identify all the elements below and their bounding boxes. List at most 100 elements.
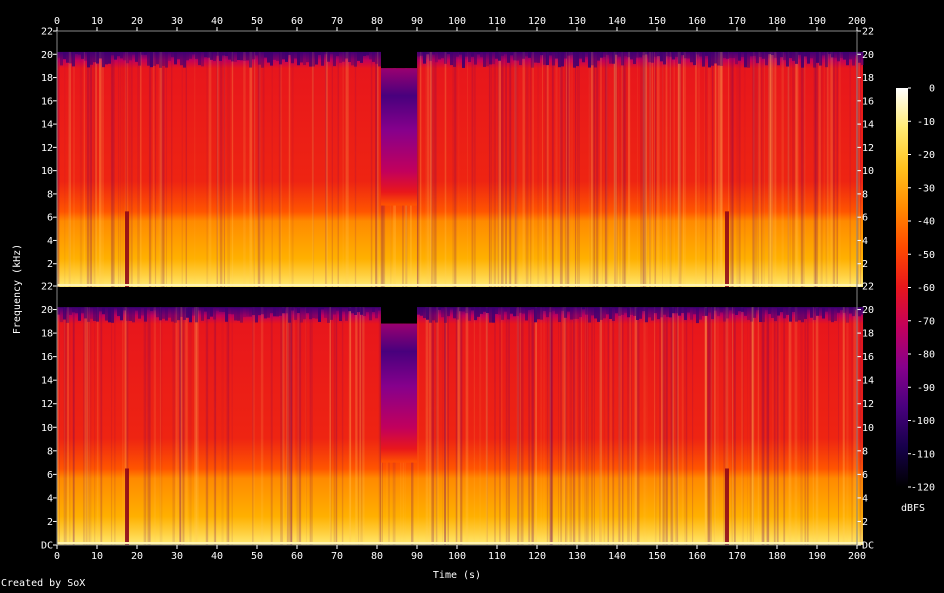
top-edge-noise xyxy=(801,307,804,323)
top-edge-noise xyxy=(294,307,297,320)
y-tick-label-right: DC xyxy=(862,541,874,552)
top-edge-noise xyxy=(210,51,213,60)
texture-streak xyxy=(358,307,360,545)
x-tick-label-bottom: 170 xyxy=(728,551,746,562)
top-edge-noise xyxy=(426,307,429,320)
texture-streak xyxy=(354,51,357,288)
texture-streak xyxy=(431,51,434,288)
top-edge-noise xyxy=(318,51,321,55)
quiet-gap-band xyxy=(381,68,417,206)
top-edge-noise xyxy=(507,51,510,63)
y-tick-label-left: 2 xyxy=(47,259,53,270)
texture-streak xyxy=(309,307,313,545)
y-tick-label-right: 6 xyxy=(862,213,868,224)
channel-2-panel xyxy=(57,304,864,545)
top-edge-noise xyxy=(477,307,480,317)
texture-streak xyxy=(768,51,772,288)
texture-streak xyxy=(427,51,429,288)
top-edge-noise xyxy=(360,51,363,63)
y-tick-label-right: 10 xyxy=(862,166,874,177)
texture-streak xyxy=(128,51,131,288)
top-edge-noise xyxy=(858,307,861,317)
texture-streak xyxy=(839,51,841,288)
top-edge-noise xyxy=(303,307,306,320)
top-edge-noise xyxy=(465,51,468,57)
texture-streak xyxy=(497,51,500,288)
texture-streak xyxy=(807,307,809,545)
top-edge-noise xyxy=(471,51,474,57)
x-tick-label-top: 140 xyxy=(608,16,626,27)
top-edge-noise xyxy=(753,51,756,56)
x-tick-label-bottom: 120 xyxy=(528,551,546,562)
texture-streak xyxy=(610,307,612,545)
y-tick-label-left: 10 xyxy=(41,166,53,177)
top-edge-noise xyxy=(480,307,483,314)
x-tick-label-top: 10 xyxy=(91,16,103,27)
texture-streak xyxy=(804,51,806,288)
top-edge-noise xyxy=(75,307,78,314)
texture-streak xyxy=(206,51,209,288)
texture-streak xyxy=(672,307,675,545)
texture-streak xyxy=(551,51,554,288)
top-edge-noise xyxy=(120,51,123,59)
texture-streak xyxy=(335,307,337,545)
top-edge-noise xyxy=(354,51,357,67)
top-edge-noise xyxy=(651,51,654,63)
texture-streak xyxy=(574,51,577,288)
texture-streak xyxy=(606,51,608,288)
texture-streak xyxy=(67,307,70,545)
texture-streak xyxy=(774,51,777,288)
texture-streak xyxy=(566,51,570,288)
top-edge-noise xyxy=(714,307,717,311)
texture-streak xyxy=(588,51,591,288)
top-edge-noise xyxy=(723,307,726,322)
texture-streak xyxy=(376,51,379,288)
top-edge-noise xyxy=(291,307,294,311)
texture-streak xyxy=(330,307,332,545)
top-edge-noise xyxy=(225,51,228,56)
texture-streak xyxy=(761,51,763,288)
top-edge-noise xyxy=(435,51,438,63)
top-edge-noise xyxy=(438,307,441,310)
top-edge-noise xyxy=(180,51,183,66)
top-edge-noise xyxy=(471,307,474,311)
texture-streak xyxy=(304,307,307,545)
dc-line xyxy=(57,542,863,544)
texture-streak xyxy=(306,307,307,545)
top-edge-noise xyxy=(585,51,588,57)
top-edge-noise xyxy=(252,51,255,60)
texture-streak xyxy=(618,307,621,545)
texture-streak xyxy=(84,307,86,545)
texture-streak xyxy=(771,51,774,288)
texture-streak xyxy=(747,307,749,545)
top-edge-noise xyxy=(453,307,456,319)
texture-streak xyxy=(783,307,786,545)
top-edge-noise xyxy=(135,307,138,311)
top-edge-noise xyxy=(216,51,219,56)
top-edge-noise xyxy=(267,51,270,63)
x-tick-label-top: 150 xyxy=(648,16,666,27)
texture-streak xyxy=(804,307,806,545)
top-edge-noise xyxy=(723,51,726,59)
texture-streak xyxy=(443,307,447,545)
top-edge-noise xyxy=(828,51,831,54)
top-edge-noise xyxy=(273,307,276,317)
top-edge-noise xyxy=(69,51,72,64)
texture-streak xyxy=(73,51,75,288)
texture-streak xyxy=(752,307,754,545)
texture-streak xyxy=(342,51,344,288)
texture-streak xyxy=(312,51,315,288)
texture-streak xyxy=(716,307,719,545)
top-edge-noise xyxy=(366,307,369,313)
x-tick-label-bottom: 60 xyxy=(291,551,303,562)
top-edge-noise xyxy=(495,51,498,59)
texture-streak xyxy=(550,307,553,545)
texture-streak xyxy=(281,307,283,545)
top-edge-noise xyxy=(369,307,372,321)
top-edge-noise xyxy=(546,307,549,318)
top-edge-noise xyxy=(75,51,78,54)
texture-streak xyxy=(766,307,769,545)
top-edge-noise xyxy=(348,307,351,312)
top-edge-noise xyxy=(678,51,681,64)
top-edge-noise xyxy=(126,307,129,321)
